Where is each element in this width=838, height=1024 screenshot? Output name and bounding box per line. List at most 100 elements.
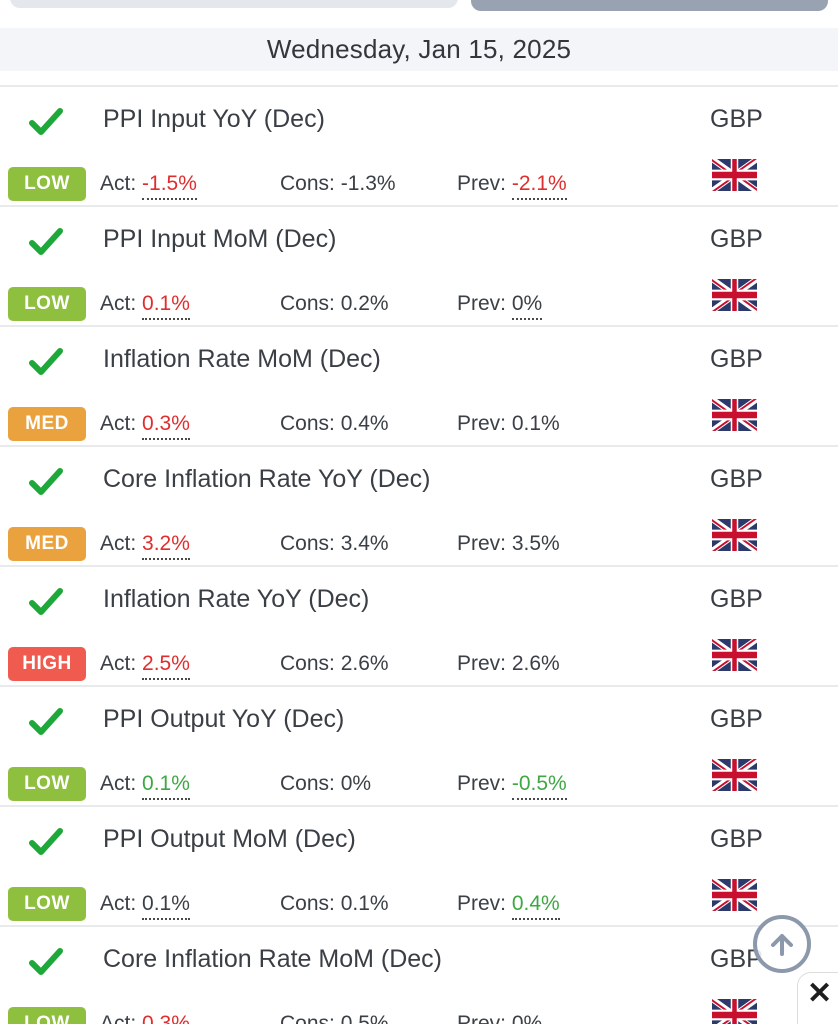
events-list: PPI Input YoY (Dec) GBP LOW Act: -1.5% C… bbox=[0, 85, 838, 1024]
uk-flag-icon bbox=[712, 999, 757, 1024]
consensus-stat: Cons: 0.4% bbox=[280, 412, 389, 436]
impact-badge: HIGH bbox=[8, 647, 86, 681]
scroll-to-top-button[interactable] bbox=[753, 915, 811, 973]
actual-value[interactable]: 0.3% bbox=[142, 412, 190, 440]
event-value-line: LOW Act: -1.5% Cons: -1.3% Prev: -2.1% bbox=[0, 147, 838, 203]
previous-value[interactable]: 0.1% bbox=[511, 412, 560, 435]
consensus-stat: Cons: 0.1% bbox=[280, 892, 389, 916]
consensus-value: 2.6% bbox=[340, 652, 389, 675]
actual-stat: Act: 0.3% bbox=[100, 412, 190, 440]
actual-value[interactable]: 0.3% bbox=[142, 1012, 190, 1024]
impact-badge: LOW bbox=[8, 1007, 86, 1024]
previous-value[interactable]: 3.5% bbox=[511, 532, 560, 555]
actual-stat: Act: -1.5% bbox=[100, 172, 197, 200]
currency-label: GBP bbox=[710, 585, 763, 613]
consensus-label: Cons: bbox=[280, 412, 335, 435]
previous-stat: Prev: 0% bbox=[457, 292, 543, 320]
actual-value[interactable]: -1.5% bbox=[142, 172, 197, 200]
actual-label: Act: bbox=[100, 412, 137, 435]
event-name: PPI Input YoY (Dec) bbox=[103, 105, 325, 133]
previous-label: Prev: bbox=[457, 412, 507, 435]
event-title-line: Core Inflation Rate MoM (Dec) GBP bbox=[0, 945, 838, 981]
event-name: PPI Input MoM (Dec) bbox=[103, 225, 337, 253]
previous-stat: Prev: 0.4% bbox=[457, 892, 560, 920]
actual-label: Act: bbox=[100, 892, 137, 915]
consensus-label: Cons: bbox=[280, 892, 335, 915]
event-title-line: Core Inflation Rate YoY (Dec) GBP bbox=[0, 465, 838, 501]
close-ad-button[interactable]: ✕ bbox=[797, 972, 838, 1024]
consensus-value: 3.4% bbox=[340, 532, 389, 555]
actual-value[interactable]: 3.2% bbox=[142, 532, 190, 560]
consensus-label: Cons: bbox=[280, 1012, 335, 1024]
check-icon bbox=[28, 947, 64, 977]
impact-badge: MED bbox=[8, 527, 86, 561]
check-icon bbox=[28, 827, 64, 857]
actual-stat: Act: 0.3% bbox=[100, 1012, 190, 1024]
previous-value[interactable]: 0.4% bbox=[511, 892, 560, 920]
event-row[interactable]: PPI Input MoM (Dec) GBP LOW Act: 0.1% Co… bbox=[0, 205, 838, 325]
consensus-stat: Cons: 0.2% bbox=[280, 292, 389, 316]
event-name: Inflation Rate YoY (Dec) bbox=[103, 585, 370, 613]
date-header: Wednesday, Jan 15, 2025 bbox=[0, 28, 838, 71]
event-row[interactable]: Core Inflation Rate MoM (Dec) GBP LOW Ac… bbox=[0, 925, 838, 1024]
previous-stat: Prev: 3.5% bbox=[457, 532, 560, 556]
uk-flag-icon bbox=[712, 279, 757, 311]
actual-value[interactable]: 0.1% bbox=[142, 892, 190, 920]
uk-flag-icon bbox=[712, 879, 757, 911]
previous-value[interactable]: -0.5% bbox=[511, 772, 567, 800]
event-name: Core Inflation Rate MoM (Dec) bbox=[103, 945, 443, 973]
consensus-label: Cons: bbox=[280, 292, 335, 315]
previous-stat: Prev: 2.6% bbox=[457, 652, 560, 676]
consensus-value: -1.3% bbox=[340, 172, 396, 195]
uk-flag-icon bbox=[712, 399, 757, 431]
currency-label: GBP bbox=[710, 105, 763, 133]
event-row[interactable]: Inflation Rate MoM (Dec) GBP MED Act: 0.… bbox=[0, 325, 838, 445]
previous-value[interactable]: 0% bbox=[511, 292, 543, 320]
event-value-line: LOW Act: 0.1% Cons: 0.1% Prev: 0.4% bbox=[0, 867, 838, 923]
close-icon[interactable]: ✕ bbox=[807, 977, 833, 1010]
event-value-line: HIGH Act: 2.5% Cons: 2.6% Prev: 2.6% bbox=[0, 627, 838, 683]
actual-value[interactable]: 0.1% bbox=[142, 292, 190, 320]
toolbar-button-left[interactable] bbox=[10, 0, 458, 8]
consensus-stat: Cons: -1.3% bbox=[280, 172, 396, 196]
previous-label: Prev: bbox=[457, 172, 507, 195]
check-icon bbox=[28, 347, 64, 377]
uk-flag-icon bbox=[712, 519, 757, 551]
previous-label: Prev: bbox=[457, 652, 507, 675]
currency-label: GBP bbox=[710, 225, 763, 253]
event-row[interactable]: Core Inflation Rate YoY (Dec) GBP MED Ac… bbox=[0, 445, 838, 565]
arrow-up-icon bbox=[771, 934, 793, 956]
event-title-line: Inflation Rate YoY (Dec) GBP bbox=[0, 585, 838, 621]
uk-flag-icon bbox=[712, 159, 757, 191]
previous-value[interactable]: -2.1% bbox=[511, 172, 567, 200]
event-row[interactable]: PPI Output MoM (Dec) GBP LOW Act: 0.1% C… bbox=[0, 805, 838, 925]
currency-label: GBP bbox=[710, 825, 763, 853]
consensus-value: 0.1% bbox=[340, 892, 389, 915]
event-row[interactable]: PPI Output YoY (Dec) GBP LOW Act: 0.1% C… bbox=[0, 685, 838, 805]
consensus-label: Cons: bbox=[280, 652, 335, 675]
previous-value[interactable]: 0% bbox=[511, 1012, 543, 1024]
event-row[interactable]: Inflation Rate YoY (Dec) GBP HIGH Act: 2… bbox=[0, 565, 838, 685]
check-icon bbox=[28, 587, 64, 617]
actual-label: Act: bbox=[100, 532, 137, 555]
previous-value[interactable]: 2.6% bbox=[511, 652, 560, 675]
event-name: PPI Output MoM (Dec) bbox=[103, 825, 356, 853]
uk-flag-icon bbox=[712, 639, 757, 671]
event-title-line: Inflation Rate MoM (Dec) GBP bbox=[0, 345, 838, 381]
actual-stat: Act: 0.1% bbox=[100, 292, 190, 320]
actual-value[interactable]: 2.5% bbox=[142, 652, 190, 680]
event-title-line: PPI Output YoY (Dec) GBP bbox=[0, 705, 838, 741]
consensus-stat: Cons: 0% bbox=[280, 772, 371, 796]
consensus-value: 0% bbox=[340, 772, 372, 795]
actual-label: Act: bbox=[100, 772, 137, 795]
event-row[interactable]: PPI Input YoY (Dec) GBP LOW Act: -1.5% C… bbox=[0, 85, 838, 205]
actual-value[interactable]: 0.1% bbox=[142, 772, 190, 800]
actual-stat: Act: 0.1% bbox=[100, 772, 190, 800]
event-value-line: MED Act: 3.2% Cons: 3.4% Prev: 3.5% bbox=[0, 507, 838, 563]
date-title: Wednesday, Jan 15, 2025 bbox=[266, 34, 572, 64]
previous-label: Prev: bbox=[457, 292, 507, 315]
actual-stat: Act: 2.5% bbox=[100, 652, 190, 680]
toolbar-button-right[interactable] bbox=[471, 0, 828, 11]
previous-stat: Prev: 0.1% bbox=[457, 412, 560, 436]
